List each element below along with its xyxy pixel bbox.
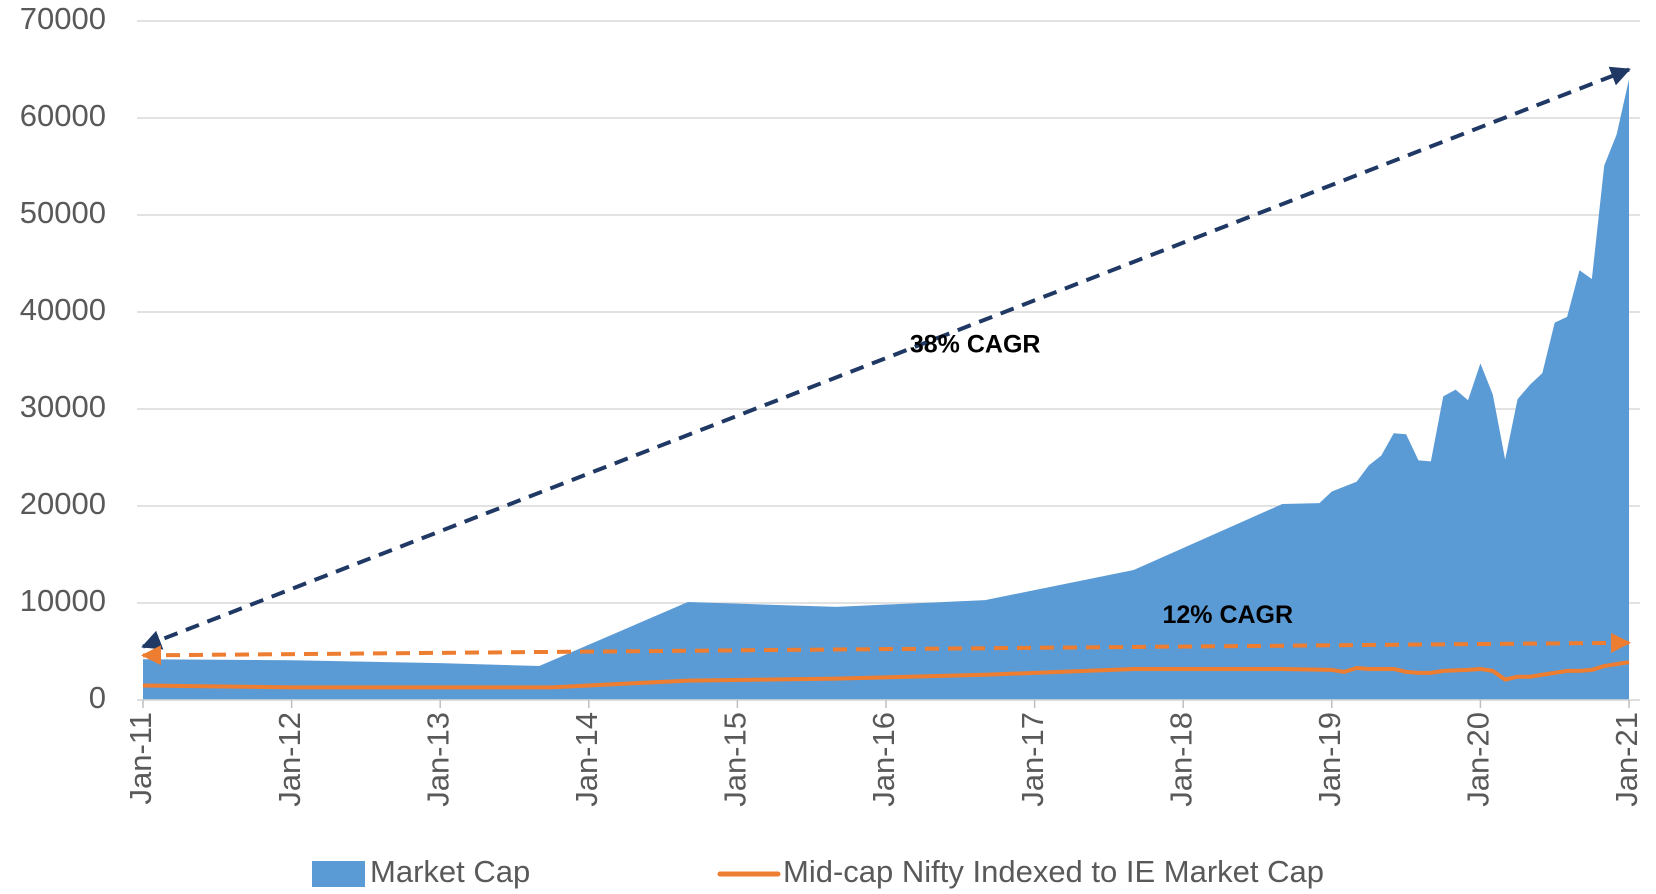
x-tick-label: Jan-16	[866, 712, 901, 807]
cagr-arrow	[141, 66, 1631, 650]
x-tick-label: Jan-17	[1015, 712, 1050, 807]
x-tick-label: Jan-13	[420, 712, 455, 807]
x-tick-label: Jan-20	[1461, 712, 1496, 807]
annotation: 12% CAGR	[1162, 601, 1293, 629]
legend-swatch	[312, 861, 365, 887]
x-tick-label: Jan-14	[569, 712, 604, 807]
y-tick-label: 10000	[20, 583, 106, 618]
y-tick-label: 30000	[20, 389, 106, 424]
x-tick-label: Jan-19	[1312, 712, 1347, 807]
y-tick-label: 40000	[20, 292, 106, 327]
y-tick-label: 60000	[20, 98, 106, 133]
cagr-arrow	[141, 632, 1631, 666]
area	[143, 79, 1629, 700]
legend-label: Mid-cap Nifty Indexed to IE Market Cap	[783, 854, 1324, 889]
x-tick-label: Jan-15	[718, 712, 753, 807]
annotation: 38% CAGR	[910, 331, 1041, 359]
x-tick-label: Jan-21	[1609, 712, 1644, 807]
y-tick-label: 0	[89, 680, 106, 715]
line	[142, 660, 1630, 690]
x-tick-label: Jan-18	[1163, 712, 1198, 807]
legend-label: Market Cap	[370, 854, 530, 889]
y-tick-label: 50000	[20, 195, 106, 230]
y-tick-label: 20000	[20, 486, 106, 521]
x-tick-label: Jan-12	[272, 712, 307, 807]
x-tick-label: Jan-11	[123, 712, 158, 805]
y-tick-label: 70000	[20, 1, 106, 36]
